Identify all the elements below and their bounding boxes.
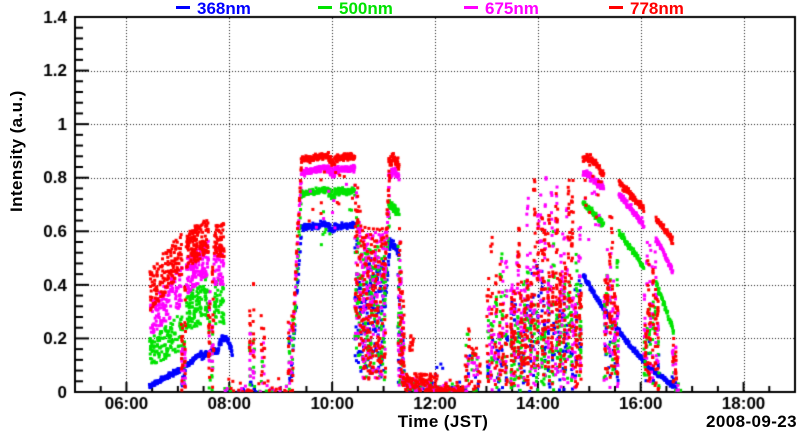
- y-axis-title: Intensity (a.u.): [7, 90, 26, 212]
- legend-marker-368nm: [176, 6, 190, 10]
- legend-marker-500nm: [318, 6, 332, 10]
- legend-label-778nm: 778nm: [630, 0, 684, 18]
- legend-entry-500nm: 500nm: [318, 0, 393, 17]
- legend-marker-675nm: [464, 6, 478, 10]
- legend-marker-778nm: [609, 6, 623, 10]
- date-label: 2008-09-23: [706, 412, 797, 431]
- x-axis-title: Time (JST): [397, 412, 489, 431]
- legend-label-368nm: 368nm: [197, 0, 251, 18]
- legend-entry-778nm: 778nm: [609, 0, 684, 17]
- legend-label-675nm: 675nm: [485, 0, 539, 18]
- legend-label-500nm: 500nm: [339, 0, 393, 18]
- legend-entry-675nm: 675nm: [464, 0, 539, 17]
- legend-entry-368nm: 368nm: [176, 0, 251, 17]
